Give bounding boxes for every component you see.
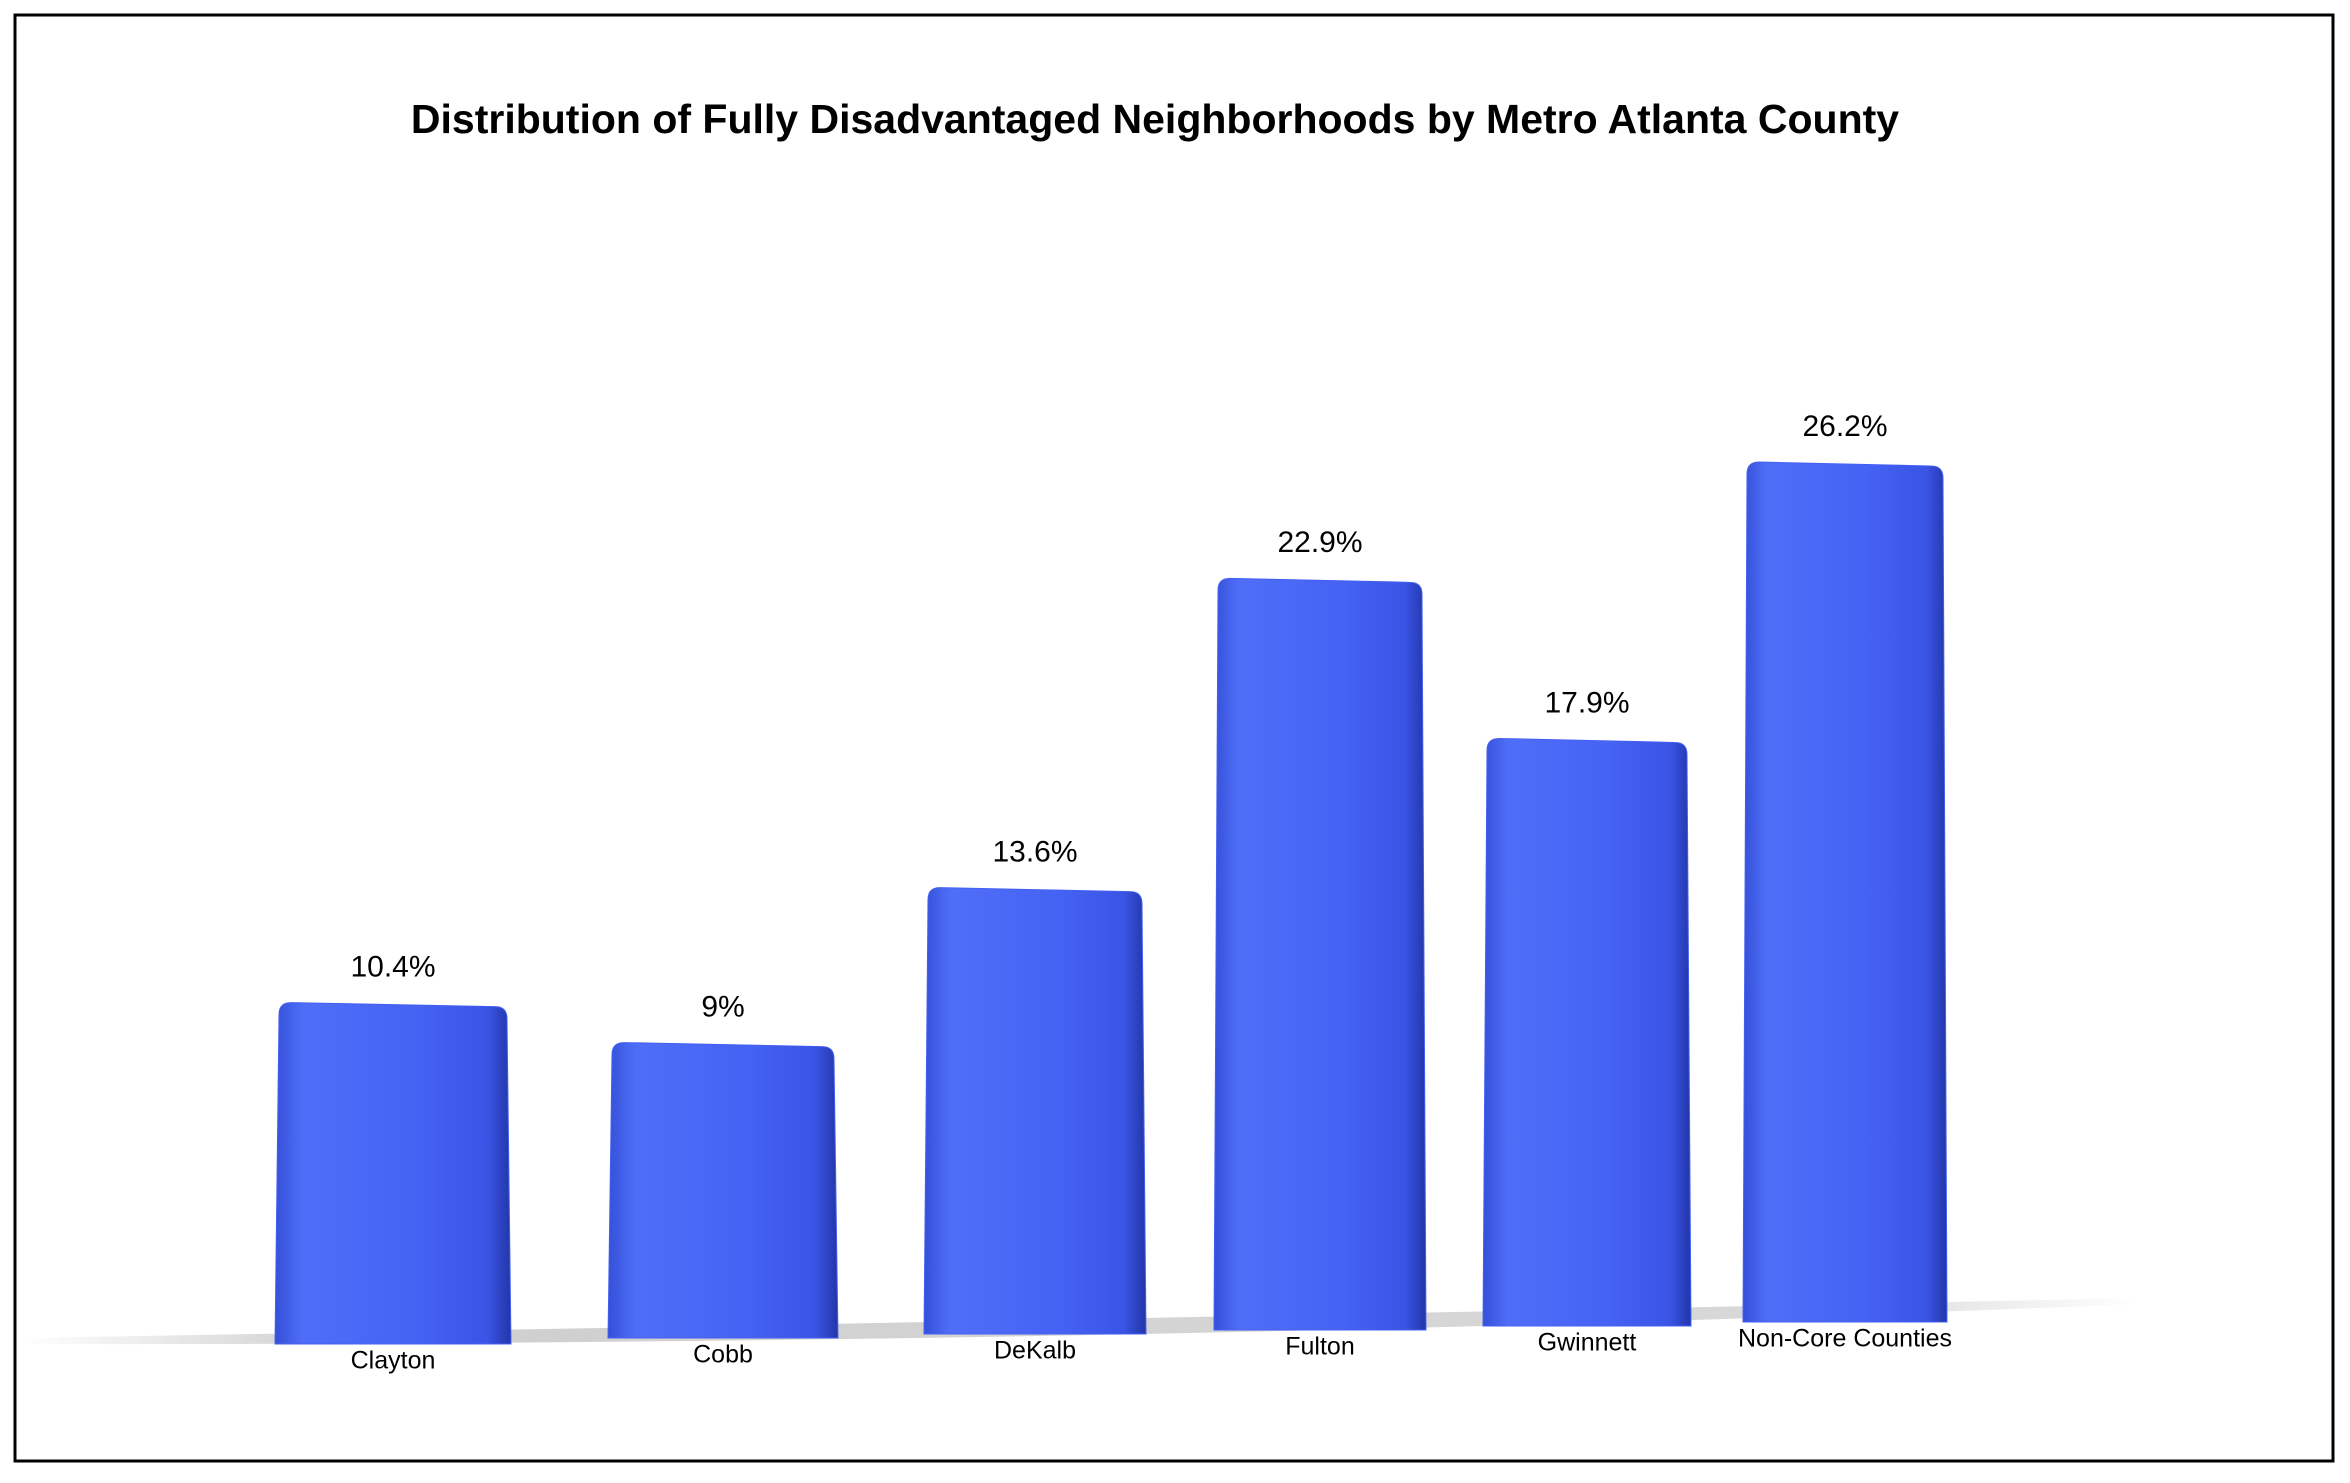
x-tick-label: Gwinnett (1538, 1329, 1637, 1357)
value-label: 17.9% (1544, 686, 1629, 719)
x-tick-label: Clayton (351, 1347, 436, 1375)
value-label: 22.9% (1277, 526, 1362, 559)
value-label: 26.2% (1802, 410, 1887, 443)
bar (923, 887, 1147, 1335)
x-tick-label: DeKalb (994, 1337, 1076, 1365)
x-tick-label: Non-Core Counties (1738, 1325, 1952, 1353)
chart-title: Distribution of Fully Disadvantaged Neig… (411, 96, 1899, 142)
value-label: 10.4% (350, 951, 435, 984)
bar (1742, 461, 1948, 1323)
bar (1213, 577, 1427, 1331)
x-tick-label: Fulton (1285, 1333, 1354, 1361)
bar (274, 1002, 512, 1345)
value-label: 13.6% (992, 836, 1077, 869)
x-tick-label: Cobb (693, 1341, 753, 1369)
bar (607, 1042, 839, 1339)
bar (1482, 737, 1692, 1327)
value-label: 9% (701, 991, 744, 1024)
